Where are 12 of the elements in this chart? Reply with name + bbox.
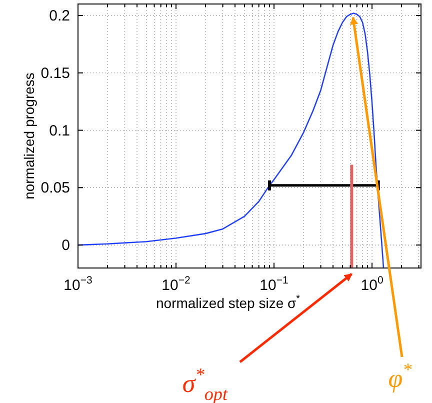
x-axis-title: normalized step size σ$^{*}$ xyxy=(156,294,300,311)
y-tick-label: 0 xyxy=(62,237,70,254)
x-tick-label: 10$^{−3}$ xyxy=(64,274,92,294)
y-tick-label: 0.05 xyxy=(40,180,70,197)
y-axis-title: normalized progress xyxy=(21,72,37,200)
x-tick-label: 10$^{−1}$ xyxy=(260,274,288,294)
y-tick-label: 0.15 xyxy=(40,64,70,82)
y-tick-label: 0.2 xyxy=(49,7,70,24)
x-tick-label: 10$^{0}$ xyxy=(360,274,384,294)
y-tick-label: 0.1 xyxy=(49,122,70,140)
annotation: φ$^{*}$ xyxy=(388,359,413,393)
x-tick-label: 10$^{−2}$ xyxy=(162,274,190,294)
